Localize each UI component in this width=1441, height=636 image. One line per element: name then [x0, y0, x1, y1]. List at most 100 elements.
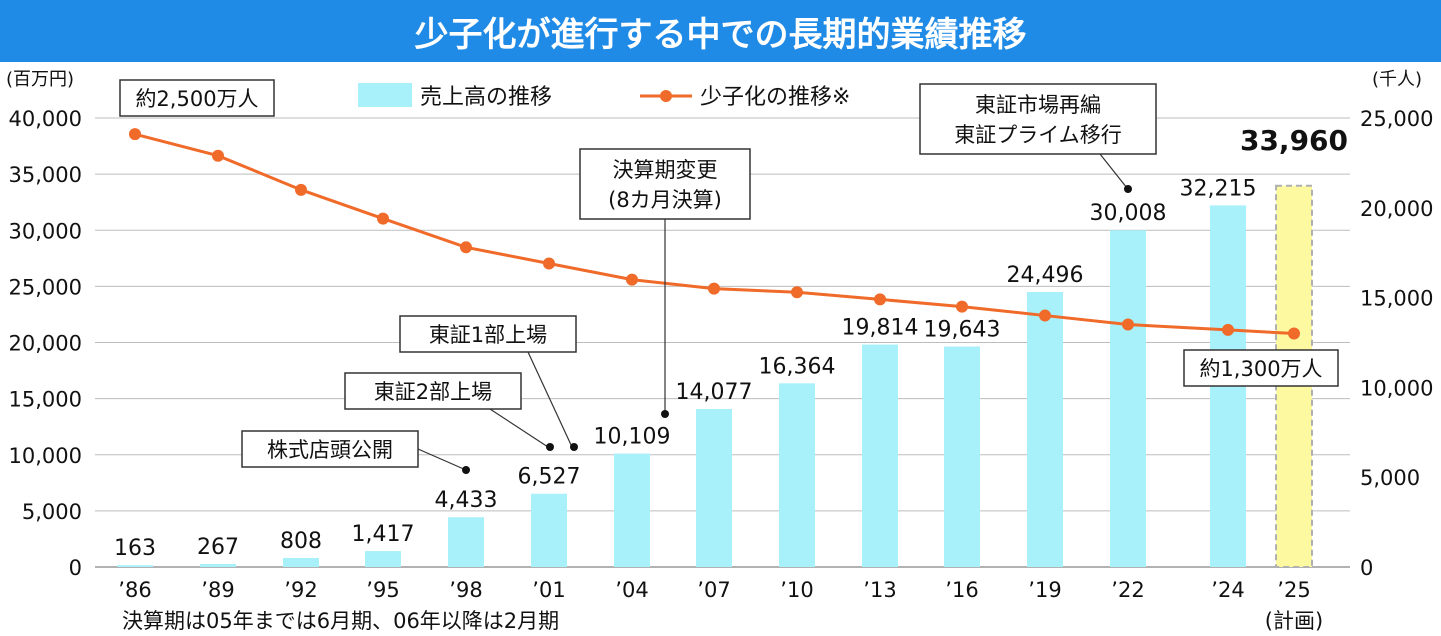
line-series	[129, 128, 1300, 340]
line-point	[1288, 327, 1300, 340]
bar	[117, 565, 153, 567]
bar	[531, 493, 567, 567]
bar	[944, 346, 980, 567]
bar-value-label: 32,215	[1180, 176, 1257, 201]
bar-value-label: 30,008	[1090, 201, 1167, 226]
bar	[614, 453, 650, 567]
x-tick-label: ’16	[945, 578, 978, 602]
annotation-1300: 約1,300万人	[1183, 349, 1339, 387]
annotation-prime-market: 東証市場再編 東証プライム移行	[919, 83, 1157, 193]
right-tick-label: 20,000	[1360, 197, 1433, 221]
annotation-tse2-text: 東証2部上場	[374, 380, 492, 404]
right-axis-ticks: 0 5,000 10,000 15,000 20,000 25,000	[1360, 107, 1433, 580]
right-axis-unit: (千人)	[1372, 69, 1422, 90]
chart-title: 少子化が進行する中での長期的業績推移	[0, 0, 1441, 62]
footnote: 決算期は05年までは6月期、06年以降は2月期	[122, 609, 559, 633]
bar-value-label: 267	[197, 535, 239, 560]
annotation-fiscal-change: 決算期変更 (8カ月決算)	[579, 148, 751, 418]
right-tick-label: 25,000	[1360, 107, 1433, 131]
bar-value-label: 10,109	[594, 425, 671, 450]
line-point	[460, 241, 472, 254]
line-point	[129, 128, 141, 141]
left-tick-label: 30,000	[9, 219, 82, 243]
left-tick-label: 35,000	[9, 163, 82, 187]
legend-bar-swatch	[358, 83, 412, 107]
bar-value-labels: 163 267 808 1,417 4,433 6,527 10,10914,07716,3…	[114, 124, 1348, 561]
bar	[365, 551, 401, 567]
x-tick-label: ’22	[1111, 578, 1144, 602]
right-tick-label: 5,000	[1360, 466, 1420, 490]
bar-value-label: 14,077	[676, 380, 753, 405]
line-point	[791, 286, 803, 299]
x-tick-label: ’92	[284, 578, 317, 602]
left-tick-label: 25,000	[9, 275, 82, 299]
line-point	[377, 212, 389, 225]
left-axis-unit: (百万円)	[6, 69, 74, 90]
legend-line-label: 少子化の推移※	[700, 85, 850, 110]
left-tick-label: 0	[69, 556, 82, 580]
line-point	[1039, 309, 1051, 322]
bar	[1110, 230, 1146, 567]
annotation-1300-text: 約1,300万人	[1199, 357, 1322, 381]
x-tick-label: ’95	[366, 578, 399, 602]
left-tick-label: 10,000	[9, 444, 82, 468]
left-tick-label: 5,000	[22, 500, 82, 524]
x-tick-25-plan: (計画)	[1265, 609, 1323, 633]
line-point	[295, 183, 307, 196]
line-point	[708, 282, 720, 295]
x-tick-label: ’10	[780, 578, 813, 602]
x-tick-label: ’01	[532, 578, 565, 602]
x-tick-label: ’04	[615, 578, 648, 602]
annotation-fiscal-change-line2: (8カ月決算)	[608, 188, 722, 212]
line-point	[956, 300, 968, 313]
bar	[283, 557, 319, 567]
bar	[779, 383, 815, 567]
annotation-fiscal-change-line1: 決算期変更	[613, 158, 718, 182]
left-tick-label: 15,000	[9, 388, 82, 412]
legend-line-marker	[660, 90, 672, 102]
bar	[1027, 292, 1063, 567]
x-tick-label: ’86	[118, 578, 151, 602]
legend: 売上高の推移 少子化の推移※	[358, 83, 850, 110]
annotation-2500: 約2,500万人	[119, 79, 275, 117]
line-point	[543, 257, 555, 270]
x-tick-label: ’07	[697, 578, 730, 602]
bar-value-label: 16,364	[759, 354, 836, 379]
annotation-prime-market-line2: 東証プライム移行	[954, 123, 1122, 147]
right-tick-label: 0	[1360, 556, 1373, 580]
bar-series	[117, 184, 1313, 568]
x-tick-label: ’19	[1028, 578, 1061, 602]
line-point	[1222, 323, 1234, 336]
bar-value-label: 19,814	[842, 316, 919, 341]
x-tick-label: ’24	[1211, 578, 1244, 602]
bar-value-label: 6,527	[518, 465, 581, 490]
annotation-tse2: 東証2部上場	[344, 372, 554, 451]
left-tick-label: 40,000	[9, 107, 82, 131]
left-axis-ticks: 0 5,000 10,000 15,000 20,000 25,000 30,000 35,0…	[9, 107, 82, 580]
bar-value-label: 163	[114, 536, 156, 561]
line-point	[626, 273, 638, 286]
right-tick-label: 10,000	[1360, 376, 1433, 400]
x-tick-label: ’89	[201, 578, 234, 602]
x-tick-label: ’13	[863, 578, 896, 602]
x-tick-label: ’25	[1277, 578, 1310, 602]
legend-bar-label: 売上高の推移	[420, 85, 552, 110]
bar-value-label: 24,496	[1007, 263, 1084, 288]
bar	[200, 564, 236, 567]
bar-value-label: 4,433	[435, 488, 498, 513]
bar	[696, 408, 732, 567]
annotation-tse1: 東証1部上場	[399, 315, 578, 451]
line-point	[212, 149, 224, 162]
right-tick-label: 15,000	[1360, 287, 1433, 311]
x-axis-ticks: ’86 ’89 ’92 ’95 ’98 ’01 ’04 ’07 ’10 ’13 ’16 ’19 ’22 ’…	[118, 578, 1310, 602]
bar-value-label: 33,960	[1240, 124, 1348, 157]
bar	[862, 344, 898, 567]
bar-value-label: 808	[280, 529, 322, 554]
bar-value-label: 1,417	[352, 522, 415, 547]
line-point	[874, 293, 886, 306]
annotation-otc-listing-text: 株式店頭公開	[267, 438, 393, 462]
line-point	[1122, 318, 1134, 331]
bar-value-label: 19,643	[924, 318, 1001, 343]
annotation-prime-market-line1: 東証市場再編	[975, 93, 1101, 117]
